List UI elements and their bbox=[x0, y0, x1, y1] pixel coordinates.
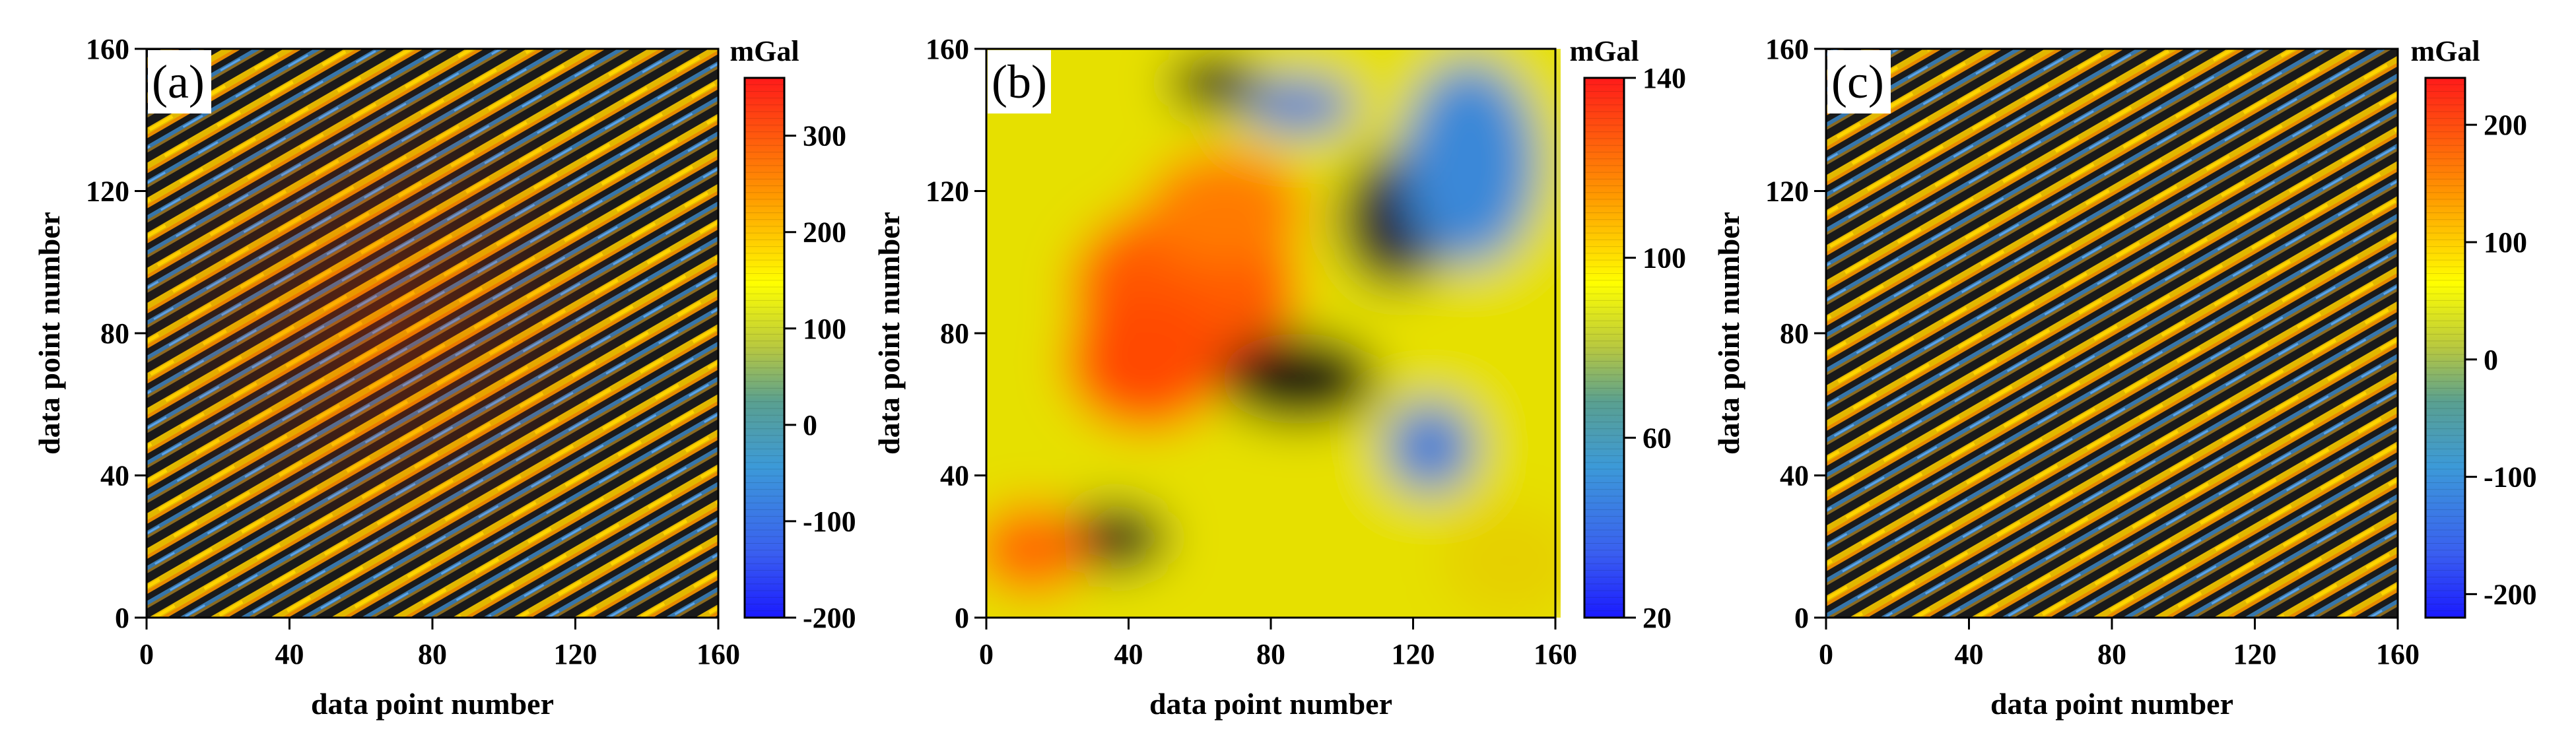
colorbar-title: mGal bbox=[729, 35, 799, 67]
colorbar-gradient bbox=[2425, 78, 2465, 618]
colorbar-tick-label: 60 bbox=[1643, 422, 1672, 454]
colorbar-title: mGal bbox=[1569, 35, 1639, 67]
colorbar-title: mGal bbox=[2410, 35, 2480, 67]
colorbar-tick-label: 200 bbox=[2484, 109, 2527, 141]
colorbar-tick-label: -200 bbox=[803, 602, 856, 634]
x-tick-label: 160 bbox=[1534, 638, 1577, 670]
heatmap-blob-2 bbox=[1145, 151, 1305, 265]
y-tick-label: 0 bbox=[955, 602, 969, 634]
x-axis-label: data point number bbox=[1149, 687, 1392, 721]
x-tick-label: 40 bbox=[1955, 638, 1984, 670]
colorbar-gradient bbox=[1584, 78, 1624, 618]
y-tick-label: 80 bbox=[100, 317, 129, 350]
panel-2: (b) 0 40 80 120 160 0 40 80 120 160 data point numb… bbox=[872, 33, 1686, 721]
panel-label: (a) bbox=[152, 55, 205, 108]
x-tick-label: 80 bbox=[1256, 638, 1285, 670]
heatmap-blob-4 bbox=[1219, 333, 1379, 424]
colorbar-tick-label: 100 bbox=[1643, 242, 1686, 275]
heatmap-blob-9 bbox=[1242, 77, 1357, 135]
colorbar-frame bbox=[2424, 77, 2466, 619]
x-tick-label: 120 bbox=[1392, 638, 1435, 670]
panel-label-box bbox=[988, 50, 1051, 113]
x-tick-label: 160 bbox=[696, 638, 740, 670]
x-tick-label: 40 bbox=[275, 638, 304, 670]
x-tick-label: 40 bbox=[1114, 638, 1143, 670]
y-tick-label: 160 bbox=[86, 33, 129, 65]
panel-1: (a) 0 40 80 120 160 0 40 80 120 160 data point numb… bbox=[32, 33, 856, 721]
colorbar-tick-label: -100 bbox=[803, 505, 856, 538]
y-tick-label: 80 bbox=[1780, 317, 1809, 350]
colorbar: mGal -200 -100 0 100 200 bbox=[2410, 35, 2537, 619]
colorbar-frame bbox=[743, 77, 786, 619]
colorbar-tick-label: 100 bbox=[2484, 226, 2527, 259]
colorbar-tick-label: 0 bbox=[2484, 344, 2498, 376]
y-tick-label: 80 bbox=[940, 317, 969, 350]
colorbar-tick-label: 200 bbox=[803, 216, 846, 249]
heatmap-blob-12 bbox=[1441, 503, 1561, 618]
panel-label: (c) bbox=[1831, 55, 1884, 108]
colorbar-tick-label: -200 bbox=[2484, 578, 2537, 610]
y-axis-label: data point number bbox=[1712, 212, 1746, 455]
colorbar-tick-label: 300 bbox=[803, 120, 846, 152]
colorbar-tick-label: 0 bbox=[803, 409, 817, 441]
colorbar-gradient bbox=[745, 78, 784, 618]
x-tick-label: 0 bbox=[979, 638, 994, 670]
colorbar-tick-label: 100 bbox=[803, 313, 846, 345]
y-tick-label: 40 bbox=[1780, 460, 1809, 492]
panel-label-box bbox=[1827, 50, 1891, 113]
y-tick-label: 160 bbox=[1765, 33, 1809, 65]
y-axis-label: data point number bbox=[32, 212, 66, 455]
colorbar-tick-label: 140 bbox=[1643, 62, 1686, 94]
x-tick-label: 160 bbox=[2376, 638, 2420, 670]
y-tick-label: 120 bbox=[926, 176, 969, 208]
heatmap-blob-10 bbox=[986, 503, 1089, 595]
panel-label-box bbox=[148, 50, 211, 113]
colorbar-tick-label: 20 bbox=[1643, 602, 1672, 634]
y-tick-label: 40 bbox=[940, 460, 969, 492]
heatmap-smooth bbox=[986, 49, 1561, 618]
x-tick-label: 0 bbox=[1819, 638, 1833, 670]
y-tick-label: 0 bbox=[1794, 602, 1809, 634]
x-axis-label: data point number bbox=[1990, 687, 2233, 721]
y-tick-label: 40 bbox=[100, 460, 129, 492]
y-tick-label: 160 bbox=[926, 33, 969, 65]
panel-3: (c) 0 40 80 120 160 0 40 80 120 160 data point numb… bbox=[1712, 33, 2537, 721]
y-tick-label: 0 bbox=[115, 602, 129, 634]
x-tick-label: 0 bbox=[139, 638, 154, 670]
heatmap-warm-region bbox=[147, 49, 718, 618]
x-tick-label: 120 bbox=[554, 638, 597, 670]
colorbar-frame bbox=[1583, 77, 1625, 619]
y-tick-label: 120 bbox=[1765, 176, 1809, 208]
panel-label: (b) bbox=[992, 55, 1047, 108]
x-axis-label: data point number bbox=[311, 687, 554, 721]
heatmap-blob-7 bbox=[1402, 60, 1539, 265]
colorbar: mGal 20 60 100 140 bbox=[1569, 35, 1686, 634]
x-tick-label: 80 bbox=[2097, 638, 2126, 670]
y-axis-label: data point number bbox=[872, 212, 906, 455]
x-tick-label: 120 bbox=[2233, 638, 2277, 670]
y-tick-label: 120 bbox=[86, 176, 129, 208]
heatmap-dashes bbox=[1826, 49, 2398, 618]
heatmap-blob-8 bbox=[1384, 401, 1476, 493]
heatmap-blob-11 bbox=[1168, 54, 1260, 112]
x-tick-label: 80 bbox=[418, 638, 447, 670]
colorbar: mGal -200 -100 0 100 200 300 bbox=[729, 35, 856, 634]
colorbar-tick-label: -100 bbox=[2484, 461, 2537, 494]
heatmap-blob-3 bbox=[1066, 293, 1226, 430]
